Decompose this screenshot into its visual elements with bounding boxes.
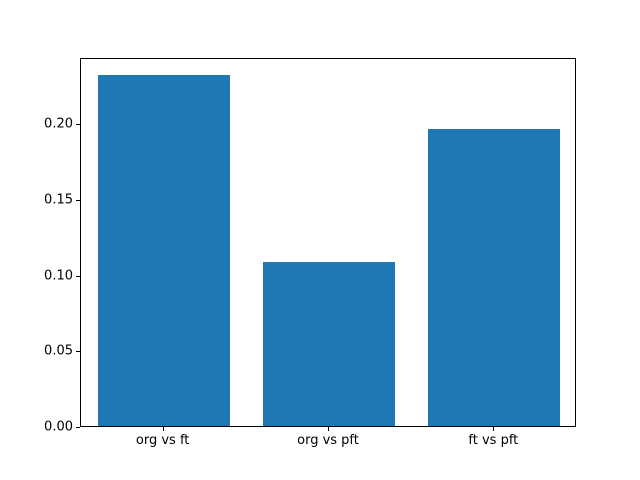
- x-tick-label: org vs pft: [297, 433, 359, 448]
- x-tick: [162, 427, 164, 431]
- y-tick-label: 0.10: [44, 268, 73, 284]
- plot-area: [80, 58, 576, 427]
- y-tick-label: 0.05: [44, 343, 73, 359]
- y-tick-label: 0.20: [44, 116, 73, 132]
- y-tick: [76, 124, 80, 126]
- x-tick: [493, 427, 495, 431]
- bar-org-vs-pft: [262, 262, 396, 426]
- y-tick-label: 0.15: [44, 192, 73, 208]
- x-tick-label: org vs ft: [135, 433, 190, 448]
- x-tick-label: ft vs pft: [468, 433, 519, 448]
- y-tick-label: 0.00: [44, 419, 73, 435]
- y-tick: [76, 427, 80, 428]
- x-tick: [328, 427, 329, 431]
- y-tick: [76, 275, 80, 277]
- bar-org-vs-ft: [97, 74, 230, 426]
- bar-ft-vs-pft: [428, 129, 561, 426]
- y-tick: [76, 199, 80, 201]
- y-tick: [76, 351, 80, 353]
